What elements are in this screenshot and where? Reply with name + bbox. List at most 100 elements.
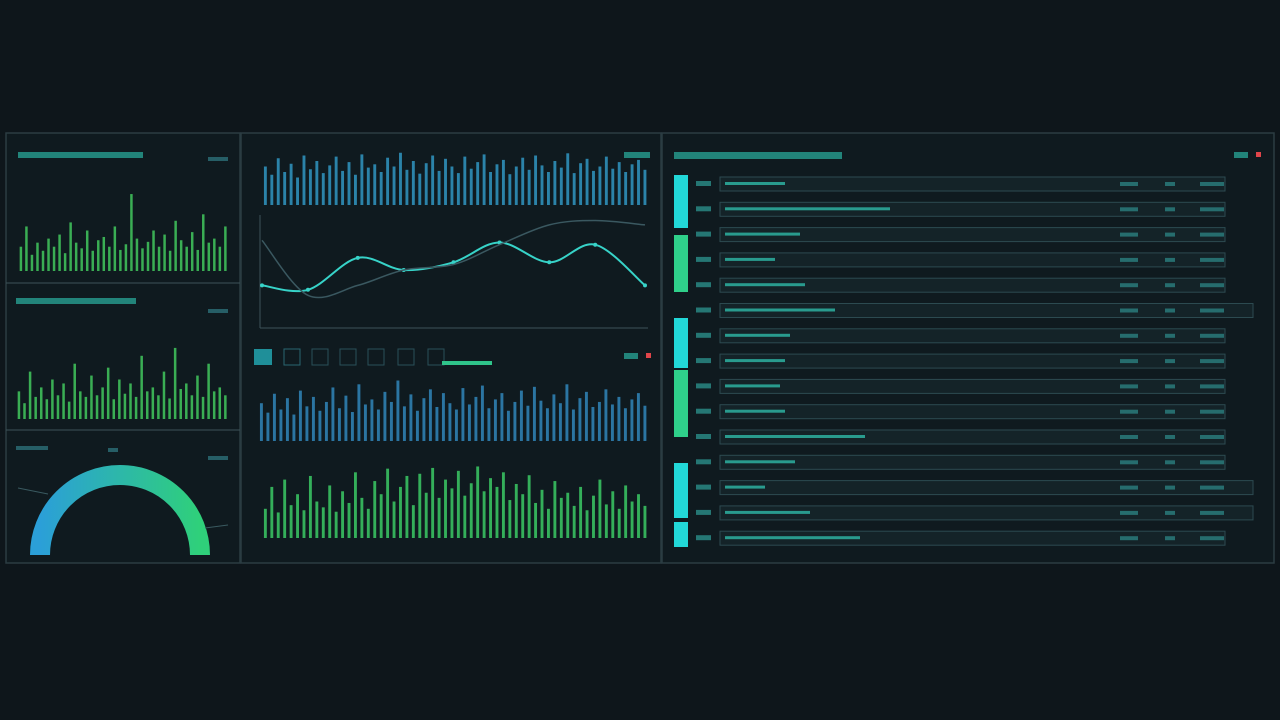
bar xyxy=(476,162,480,205)
row-fill xyxy=(725,536,860,540)
bar xyxy=(73,363,76,419)
bar xyxy=(298,390,302,441)
bar xyxy=(179,388,182,419)
row-cell-placeholder xyxy=(1165,460,1175,465)
bar xyxy=(318,410,322,441)
row-cell-placeholder xyxy=(1200,409,1224,414)
bar xyxy=(540,165,544,205)
bar xyxy=(402,406,406,441)
bar xyxy=(162,371,166,419)
tab[interactable] xyxy=(367,348,385,366)
bar xyxy=(521,157,525,205)
tab[interactable] xyxy=(311,348,329,366)
bar xyxy=(643,169,647,205)
bar xyxy=(185,246,188,271)
tab[interactable] xyxy=(339,348,357,366)
bar xyxy=(441,393,445,441)
row-accent xyxy=(674,235,688,292)
row-number-placeholder xyxy=(696,307,711,313)
row-bar xyxy=(719,404,1226,420)
line-point xyxy=(643,283,647,288)
bar xyxy=(157,246,161,271)
bar xyxy=(334,511,338,538)
bar xyxy=(392,166,396,205)
bar xyxy=(630,399,634,441)
tabs[interactable] xyxy=(254,348,492,366)
bar xyxy=(347,162,351,205)
bar xyxy=(263,508,267,538)
bar xyxy=(302,155,306,205)
row-cell-placeholder xyxy=(1120,257,1138,262)
bar xyxy=(578,398,582,441)
row-cell-placeholder xyxy=(1120,485,1138,490)
row-fill xyxy=(725,207,890,211)
row-accent xyxy=(674,318,688,368)
status-dot xyxy=(646,353,651,358)
row-number-placeholder xyxy=(696,358,711,364)
bar xyxy=(482,154,486,205)
line-point xyxy=(260,283,264,288)
bar xyxy=(353,472,357,538)
row-fill xyxy=(725,485,765,489)
bar xyxy=(566,492,570,538)
bar xyxy=(495,486,499,538)
header-placeholder xyxy=(1234,152,1248,158)
line-point xyxy=(305,287,310,292)
row-fill xyxy=(725,359,785,363)
bar xyxy=(34,396,37,419)
gauge-label-placeholder xyxy=(108,448,118,452)
bar xyxy=(456,470,460,538)
bar xyxy=(489,478,492,538)
bar xyxy=(637,159,640,205)
bar xyxy=(190,395,194,419)
bar xyxy=(321,507,325,538)
bar xyxy=(67,401,71,419)
bar xyxy=(532,386,536,441)
row-cell-placeholder xyxy=(1165,207,1175,212)
bar xyxy=(617,162,621,205)
bar xyxy=(514,166,518,205)
bar xyxy=(610,404,614,441)
row-cell-placeholder xyxy=(1165,232,1175,237)
row-cell-placeholder xyxy=(1200,384,1224,389)
bar xyxy=(514,483,518,538)
tab[interactable] xyxy=(283,348,301,366)
tab[interactable] xyxy=(254,349,272,365)
bar xyxy=(409,394,413,441)
bar xyxy=(331,387,335,441)
header-placeholder xyxy=(18,152,143,158)
bar xyxy=(224,226,227,271)
bar xyxy=(91,250,94,271)
header-placeholder xyxy=(16,298,136,304)
row-bar xyxy=(719,277,1226,293)
row-number-placeholder xyxy=(696,256,711,262)
header-placeholder xyxy=(208,456,228,460)
bar xyxy=(411,161,415,205)
bar xyxy=(431,155,435,205)
bar xyxy=(190,232,194,271)
bar xyxy=(405,475,409,538)
bar xyxy=(168,398,171,419)
bar xyxy=(80,248,83,271)
bar xyxy=(450,166,454,205)
bar xyxy=(411,505,415,538)
bar xyxy=(41,250,45,271)
bar xyxy=(386,468,390,538)
bar xyxy=(289,505,293,538)
row-bar xyxy=(719,353,1226,369)
bar xyxy=(474,396,478,441)
row-fill xyxy=(725,182,785,185)
bar xyxy=(546,508,550,538)
bar xyxy=(270,486,274,538)
tab[interactable] xyxy=(397,348,415,366)
bar xyxy=(624,172,628,205)
bar xyxy=(90,375,93,419)
bar xyxy=(579,163,583,205)
row-number-placeholder xyxy=(696,206,711,212)
row-cell-placeholder xyxy=(1200,460,1224,465)
bar xyxy=(218,387,222,419)
bar xyxy=(289,163,293,205)
right-panel xyxy=(661,132,1275,564)
tab[interactable] xyxy=(427,348,445,366)
bar xyxy=(597,401,601,441)
